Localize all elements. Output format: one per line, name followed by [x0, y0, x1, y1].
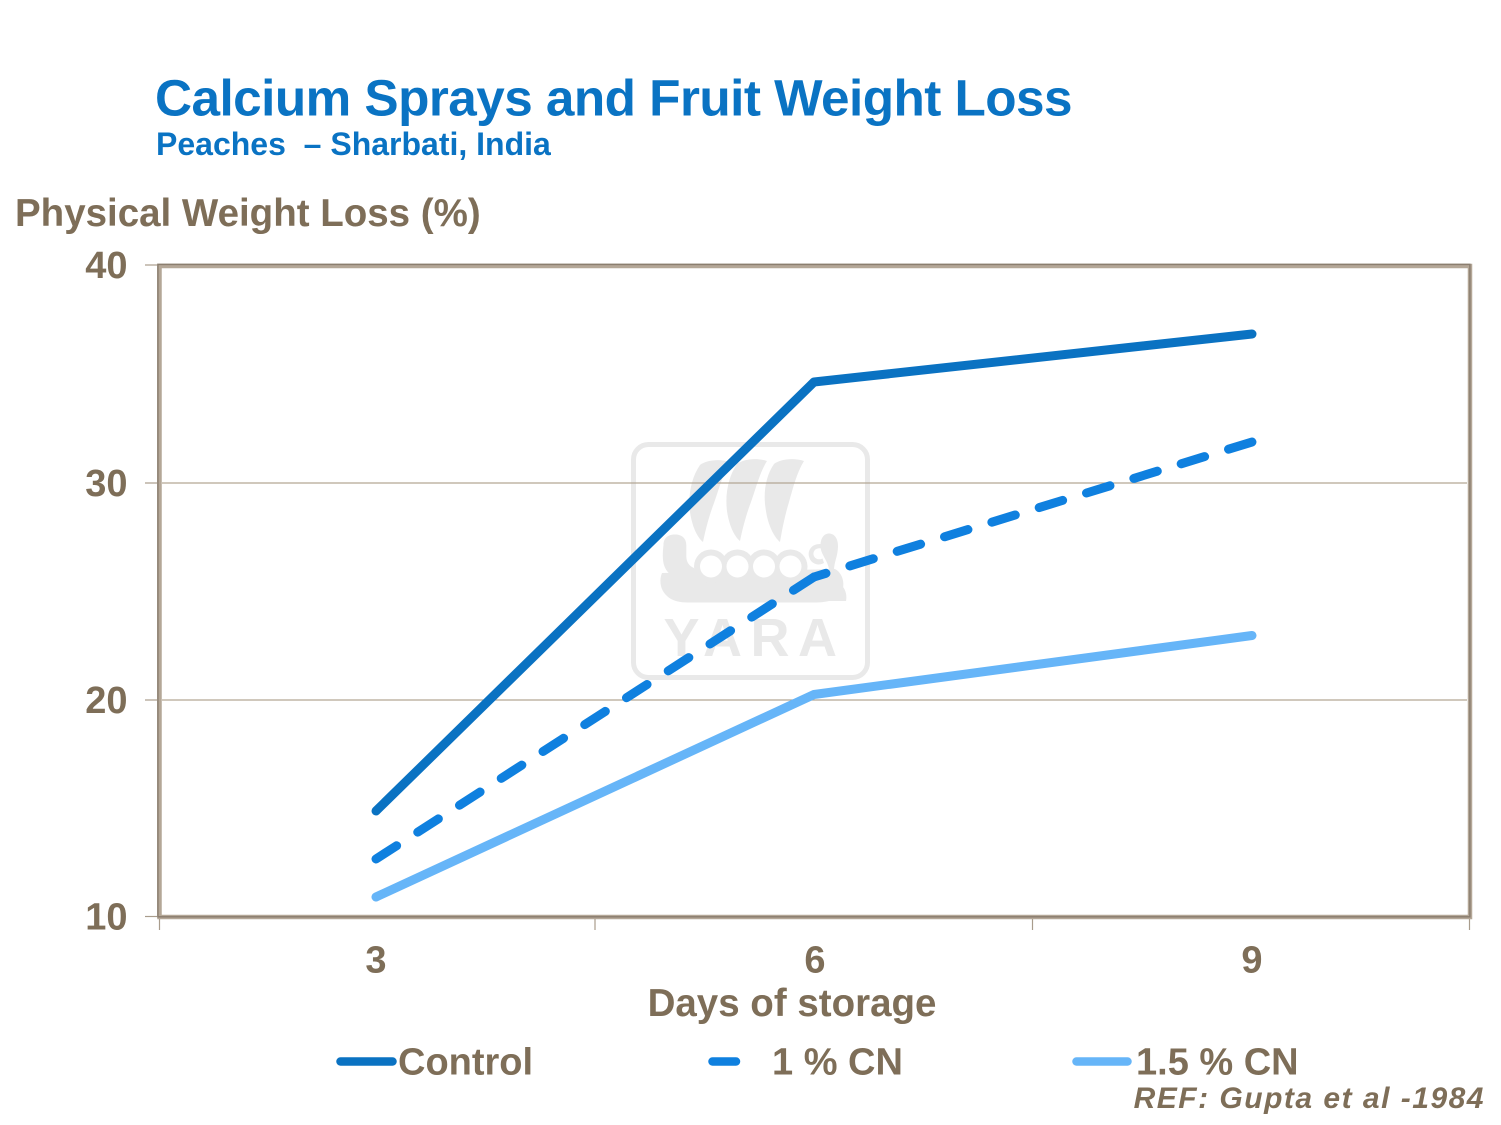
svg-text:Days of storage: Days of storage	[648, 982, 937, 1025]
svg-text:Physical Weight Loss (%): Physical Weight Loss (%)	[15, 192, 481, 235]
svg-text:10: 10	[85, 897, 127, 939]
svg-text:Peaches – Sharbati, India: Peaches – Sharbati, India	[156, 126, 551, 162]
svg-text:Calcium Sprays and Fruit Weigh: Calcium Sprays and Fruit Weight Loss	[155, 70, 1072, 127]
svg-text:40: 40	[85, 245, 127, 287]
svg-text:Control: Control	[398, 1042, 533, 1084]
svg-text:20: 20	[85, 680, 127, 722]
svg-text:1.5 % CN: 1.5 % CN	[1136, 1042, 1299, 1084]
svg-text:REF: Gupta et al -1984: REF: Gupta et al -1984	[1134, 1082, 1485, 1115]
svg-text:9: 9	[1241, 940, 1262, 982]
svg-text:6: 6	[804, 940, 825, 982]
svg-text:1 % CN: 1 % CN	[772, 1042, 903, 1084]
svg-text:30: 30	[85, 463, 127, 505]
svg-text:3: 3	[365, 940, 386, 982]
